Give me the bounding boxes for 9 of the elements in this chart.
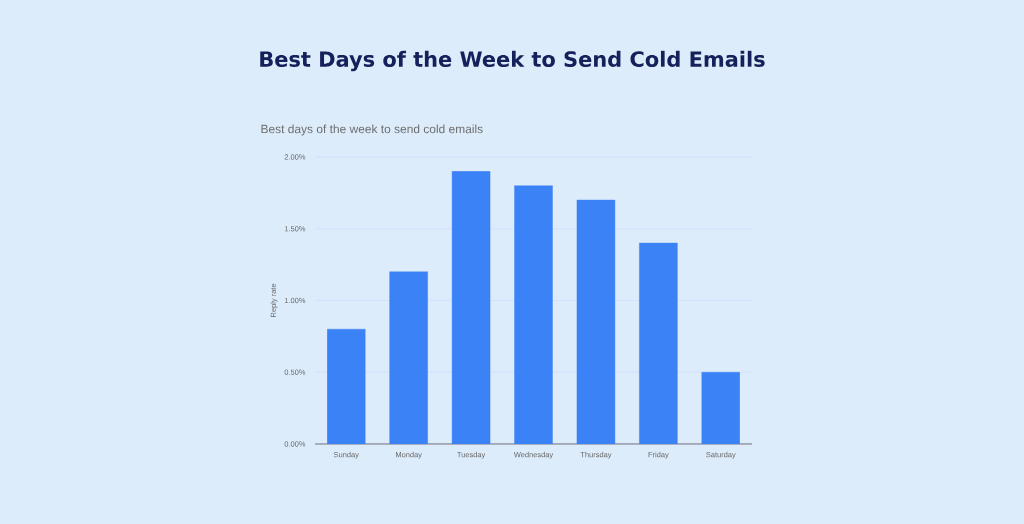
chart-title: Best Days of the Week to Send Cold Emails xyxy=(260,50,765,72)
bar xyxy=(639,242,678,444)
bar xyxy=(701,372,740,444)
bar xyxy=(327,328,366,444)
bar xyxy=(514,185,553,444)
chart-subtitle: Best days of the week to send cold emails xyxy=(261,124,483,136)
bar xyxy=(451,171,491,444)
bar xyxy=(389,271,428,444)
bar xyxy=(576,199,616,444)
